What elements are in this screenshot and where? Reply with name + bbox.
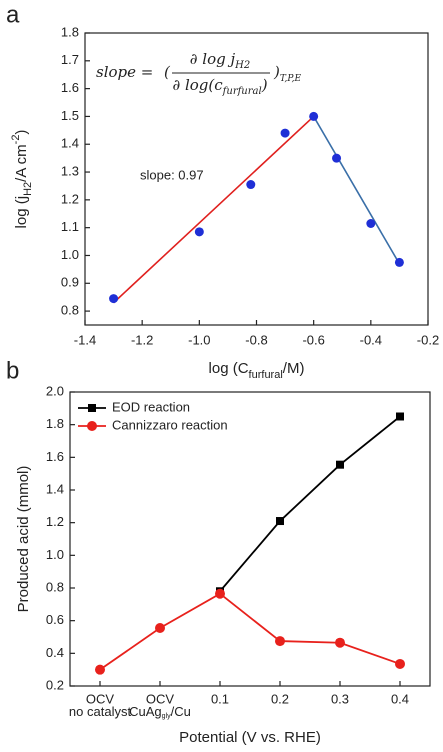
marker (335, 637, 345, 648)
y-tick-label: 1.2 (61, 191, 79, 206)
x-tick-label: OCV (146, 691, 175, 706)
y-tick-label: 0.8 (46, 579, 64, 594)
y-tick-label: 1.0 (46, 547, 64, 562)
annotation: slope: 0.97 (140, 167, 204, 182)
marker (396, 412, 404, 421)
point (194, 227, 204, 237)
label-part: -2 (10, 135, 22, 145)
label-part: H2 (22, 182, 34, 196)
legend-marker (88, 404, 96, 412)
x-axis-label: log (Cfurfural/M) (209, 360, 305, 381)
x-tick-label: -1.0 (188, 332, 210, 347)
marker (336, 460, 344, 469)
formula-numerator: ∂ log jH2 (190, 50, 250, 71)
label-part: log ( (13, 199, 30, 228)
y-tick-label: 0.4 (46, 645, 64, 660)
point (246, 180, 256, 190)
formula-denominator: ∂ log(cfurfural) (172, 76, 267, 97)
label-part: gly (162, 713, 171, 720)
marker (95, 664, 105, 675)
y-axis-label: log (jH2/A cm-2) (10, 130, 34, 229)
legend-marker (87, 421, 97, 431)
point (109, 294, 119, 304)
y-tick-label: 1.2 (46, 514, 64, 529)
point (394, 257, 404, 267)
marker (276, 517, 284, 526)
x-tick-label: -0.2 (417, 332, 439, 347)
label-part: T,P,E (280, 74, 302, 84)
x-tick-label: OCV (86, 691, 115, 706)
y-tick-label: 1.5 (61, 108, 79, 123)
x-tick-label: 0.4 (391, 691, 409, 706)
x-tick-label: 0.2 (271, 691, 289, 706)
marker (215, 588, 225, 599)
point (309, 111, 319, 121)
y-tick-label: 1.1 (61, 219, 79, 234)
x-tick-label: -1.2 (131, 332, 153, 347)
formula-open: ( (164, 63, 171, 81)
label-part: ) (261, 76, 268, 94)
x-tick-label: -1.4 (74, 332, 96, 347)
point (280, 128, 290, 138)
label-part: /Cu (171, 704, 191, 719)
y-tick-label: 1.8 (61, 24, 79, 39)
label-part: no catalyst (69, 704, 132, 719)
panel-label: a (6, 1, 20, 28)
y-tick-label: 0.9 (61, 275, 79, 290)
formula-lhs: slope = (96, 63, 153, 81)
y-tick-label: 1.8 (46, 416, 64, 431)
label-part: ∂ log j (190, 50, 236, 68)
x-tick-label: 0.1 (211, 691, 229, 706)
y-tick-label: 1.0 (61, 247, 79, 262)
label-part: CuAg (129, 704, 162, 719)
y-tick-label: 0.8 (61, 303, 79, 318)
y-tick-label: 2.0 (46, 383, 64, 398)
label-part: furfural (222, 86, 262, 97)
y-tick-label: 1.6 (46, 449, 64, 464)
series-line (219, 415, 401, 592)
point (332, 153, 342, 163)
fit-line (312, 116, 401, 265)
formula-close: )T,P,E (273, 63, 301, 84)
label-part: ) (273, 63, 280, 81)
legend-label: Cannizzaro reaction (112, 417, 228, 432)
label-part: log (C (209, 360, 249, 377)
y-tick-label: 1.4 (61, 136, 79, 151)
y-axis-label: Produced acid (mmol) (15, 466, 32, 613)
label-part: furfural (249, 369, 283, 381)
x-tick-sublabel: no catalyst (69, 704, 132, 719)
x-tick-label: 0.3 (331, 691, 349, 706)
y-tick-label: 0.2 (46, 677, 64, 692)
label-part: ) (13, 130, 30, 135)
x-tick-label: -0.8 (245, 332, 267, 347)
marker (395, 658, 405, 669)
x-axis-label: Potential (V vs. RHE) (179, 729, 321, 746)
label-part: H2 (234, 60, 250, 71)
label-part: /A cm (13, 144, 30, 182)
x-tick-label: -0.6 (302, 332, 324, 347)
marker (275, 636, 285, 647)
y-tick-label: 1.4 (46, 481, 64, 496)
y-tick-label: 1.3 (61, 163, 79, 178)
plot-frame (69, 391, 431, 687)
fit-line (113, 115, 315, 304)
panel-label: b (6, 357, 19, 384)
y-tick-label: 1.6 (61, 80, 79, 95)
series-line (99, 592, 401, 671)
point (366, 218, 376, 228)
x-tick-label: -0.4 (360, 332, 382, 347)
y-tick-label: 0.6 (46, 612, 64, 627)
marker (155, 623, 165, 634)
y-tick-label: 1.7 (61, 52, 79, 67)
legend-label: EOD reaction (112, 399, 190, 414)
label-part: /M) (283, 360, 305, 377)
x-tick-sublabel: CuAggly/Cu (129, 704, 191, 720)
label-part: ∂ log(c (172, 76, 223, 94)
label-part: j (13, 196, 30, 200)
